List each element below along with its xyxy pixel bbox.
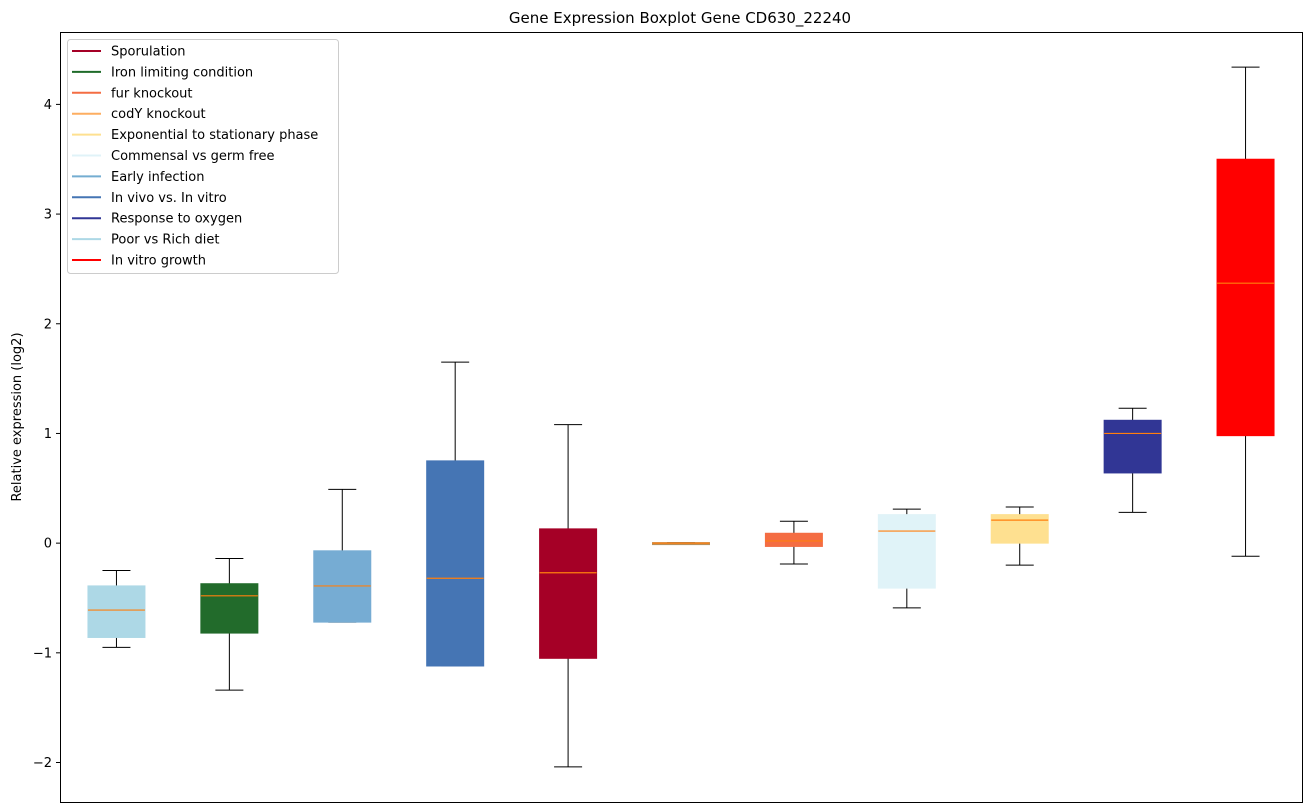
- box-rect: [87, 585, 146, 638]
- legend-item: Response to oxygen: [72, 212, 242, 227]
- y-tick-label: −1: [33, 646, 52, 661]
- box-5: [539, 424, 598, 768]
- legend-label: In vitro growth: [111, 254, 206, 269]
- y-tick-label: 1: [44, 427, 52, 442]
- y-tick-label: 3: [44, 208, 52, 223]
- box-3: [313, 488, 372, 623]
- y-axis-label: Relative expression (log2): [10, 332, 25, 501]
- box-rect: [990, 514, 1049, 544]
- legend-item: Iron limiting condition: [72, 65, 253, 80]
- legend-item: Poor vs Rich diet: [72, 233, 219, 248]
- y-tick-label: 0: [44, 537, 52, 552]
- legend: Sporulation Iron limiting condition fur kn…: [67, 39, 339, 274]
- legend-label: Early infection: [111, 170, 204, 185]
- legend-label: Iron limiting condition: [111, 65, 253, 80]
- legend-item: Exponential to stationary phase: [72, 128, 318, 143]
- y-tick-label: 4: [44, 98, 52, 113]
- legend-label: Exponential to stationary phase: [111, 128, 318, 143]
- legend-item: Sporulation: [72, 45, 186, 60]
- box-10: [1103, 407, 1162, 513]
- y-axis: −2 −1 0 1 2 3 4: [33, 98, 60, 771]
- legend-label: codY knockout: [111, 107, 206, 122]
- boxes-group: [87, 66, 1275, 768]
- legend-item: Commensal vs germ free: [72, 149, 274, 164]
- box-4: [426, 361, 485, 667]
- plot-frame: [60, 32, 1303, 803]
- legend-label: fur knockout: [111, 86, 193, 101]
- box-rect: [426, 460, 485, 667]
- legend-frame: [67, 39, 339, 274]
- box-11: [1216, 66, 1275, 557]
- legend-item: In vivo vs. In vitro: [72, 191, 227, 206]
- legend-item: fur knockout: [72, 86, 193, 101]
- box-rect: [877, 514, 936, 589]
- legend-label: Poor vs Rich diet: [111, 233, 219, 248]
- box-7: [764, 520, 823, 565]
- box-rect: [764, 532, 823, 547]
- box-rect: [1216, 158, 1275, 437]
- box-rect: [539, 528, 598, 659]
- legend-label: In vivo vs. In vitro: [111, 191, 227, 206]
- legend-item: Early infection: [72, 170, 204, 185]
- box-8: [877, 508, 936, 609]
- box-rect: [200, 583, 259, 634]
- box-6: [652, 542, 710, 546]
- legend-item: In vitro growth: [72, 254, 206, 269]
- box-1: [87, 570, 146, 648]
- y-tick-label: −2: [33, 756, 52, 771]
- legend-label: Sporulation: [111, 45, 186, 60]
- box-rect: [1103, 419, 1162, 474]
- legend-label: Commensal vs germ free: [111, 149, 274, 164]
- box-2: [200, 557, 259, 691]
- chart-title: Gene Expression Boxplot Gene CD630_22240: [509, 9, 851, 28]
- legend-item: codY knockout: [72, 107, 206, 122]
- y-tick-label: 2: [44, 317, 52, 332]
- legend-label: Response to oxygen: [111, 212, 242, 227]
- box-9: [990, 506, 1049, 566]
